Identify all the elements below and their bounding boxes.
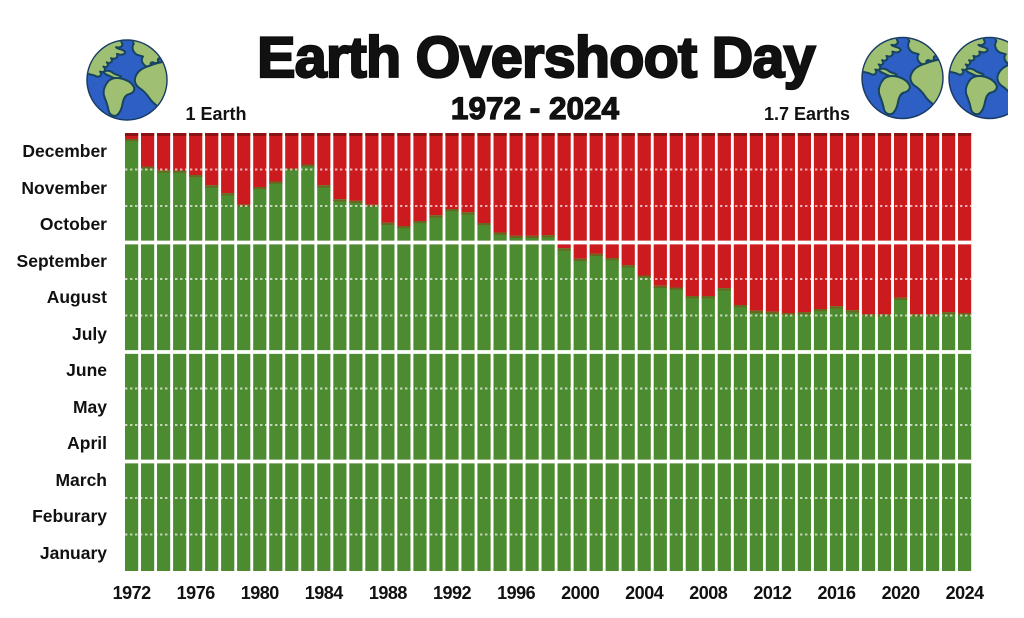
svg-text:November: November	[21, 178, 107, 198]
svg-text:2012: 2012	[753, 583, 792, 603]
svg-text:2016: 2016	[817, 583, 856, 603]
svg-text:1976: 1976	[177, 583, 216, 603]
svg-text:Feburary: Feburary	[32, 506, 107, 526]
svg-text:1 Earth: 1 Earth	[185, 104, 246, 124]
svg-text:Earth Overshoot Day: Earth Overshoot Day	[257, 26, 815, 90]
svg-text:1988: 1988	[369, 583, 408, 603]
svg-text:October: October	[40, 214, 107, 234]
svg-text:2020: 2020	[882, 583, 921, 603]
svg-text:2004: 2004	[625, 583, 664, 603]
svg-text:2008: 2008	[689, 583, 728, 603]
svg-text:May: May	[73, 397, 107, 417]
svg-text:March: March	[55, 470, 107, 490]
svg-text:July: July	[72, 324, 107, 344]
svg-text:1972 - 2024: 1972 - 2024	[451, 90, 620, 126]
svg-text:January: January	[40, 543, 107, 563]
svg-text:September: September	[17, 251, 108, 271]
svg-text:1980: 1980	[241, 583, 280, 603]
svg-text:1.7 Earths: 1.7 Earths	[764, 104, 850, 124]
svg-text:April: April	[67, 433, 107, 453]
svg-text:August: August	[47, 287, 107, 307]
svg-text:1984: 1984	[305, 583, 344, 603]
svg-text:December: December	[22, 141, 107, 161]
svg-text:2024: 2024	[946, 583, 985, 603]
svg-text:June: June	[66, 360, 107, 380]
svg-text:1992: 1992	[433, 583, 472, 603]
svg-text:1972: 1972	[113, 583, 152, 603]
svg-text:2000: 2000	[561, 583, 600, 603]
svg-text:1996: 1996	[497, 583, 536, 603]
